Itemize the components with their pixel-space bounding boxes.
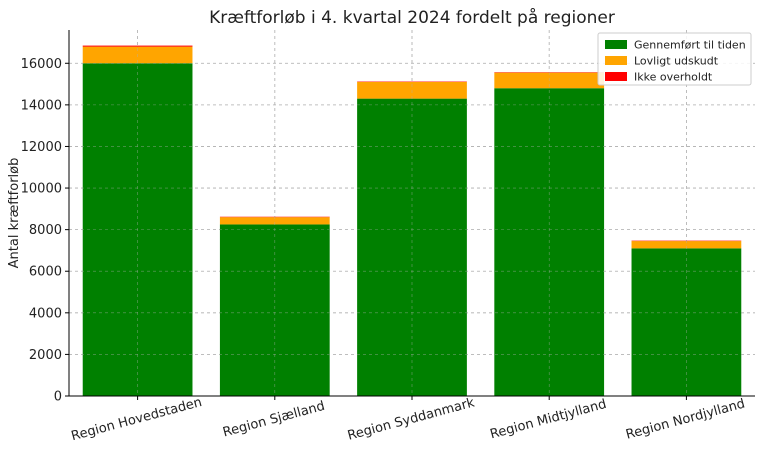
legend-box [597, 32, 752, 86]
y-tick-label: 16000 [21, 57, 62, 72]
bar-segment [631, 241, 742, 249]
x-ticks: Region Hovedstaden Region Sjælland Region … [70, 395, 747, 444]
grid-overlay [69, 30, 755, 397]
bar-segment [219, 224, 330, 396]
y-tick-label: 2000 [29, 348, 62, 363]
legend-label: Ikke overholdt [634, 71, 713, 84]
legend-swatch [605, 56, 627, 65]
y-tick-label: 12000 [21, 140, 62, 155]
y-tick-label: 0 [54, 390, 62, 405]
legend-swatch [605, 40, 627, 49]
legend: Gennemført til tiden Lovligt udskudt Ikke … [597, 32, 752, 86]
legend-label: Lovligt udskudt [634, 55, 719, 68]
y-axis-label: Antal kræftforløb [7, 158, 22, 269]
bar-segment [82, 45, 193, 47]
legend-label: Gennemført til tiden [634, 39, 746, 52]
y-ticks: 0 2000 4000 6000 8000 10000 12000 14000 16000 [21, 57, 69, 405]
bars [69, 30, 755, 397]
bar-segment [219, 217, 330, 225]
x-tick-label: Region Sjælland [221, 399, 326, 441]
x-tick-label: Region Hovedstaden [70, 395, 204, 444]
x-tick-label: Region Nordjylland [624, 396, 746, 442]
chart-title: Kræftforløb i 4. kvartal 2024 fordelt på… [209, 7, 615, 28]
y-tick-label: 10000 [21, 182, 62, 197]
legend-swatch [605, 72, 627, 81]
x-tick-label: Region Midtjylland [488, 397, 608, 442]
y-tick-label: 8000 [29, 223, 62, 238]
x-tick-label: Region Syddanmark [346, 395, 477, 443]
y-tick-label: 4000 [29, 306, 62, 321]
y-tick-label: 6000 [29, 265, 62, 280]
y-tick-label: 14000 [21, 98, 62, 113]
